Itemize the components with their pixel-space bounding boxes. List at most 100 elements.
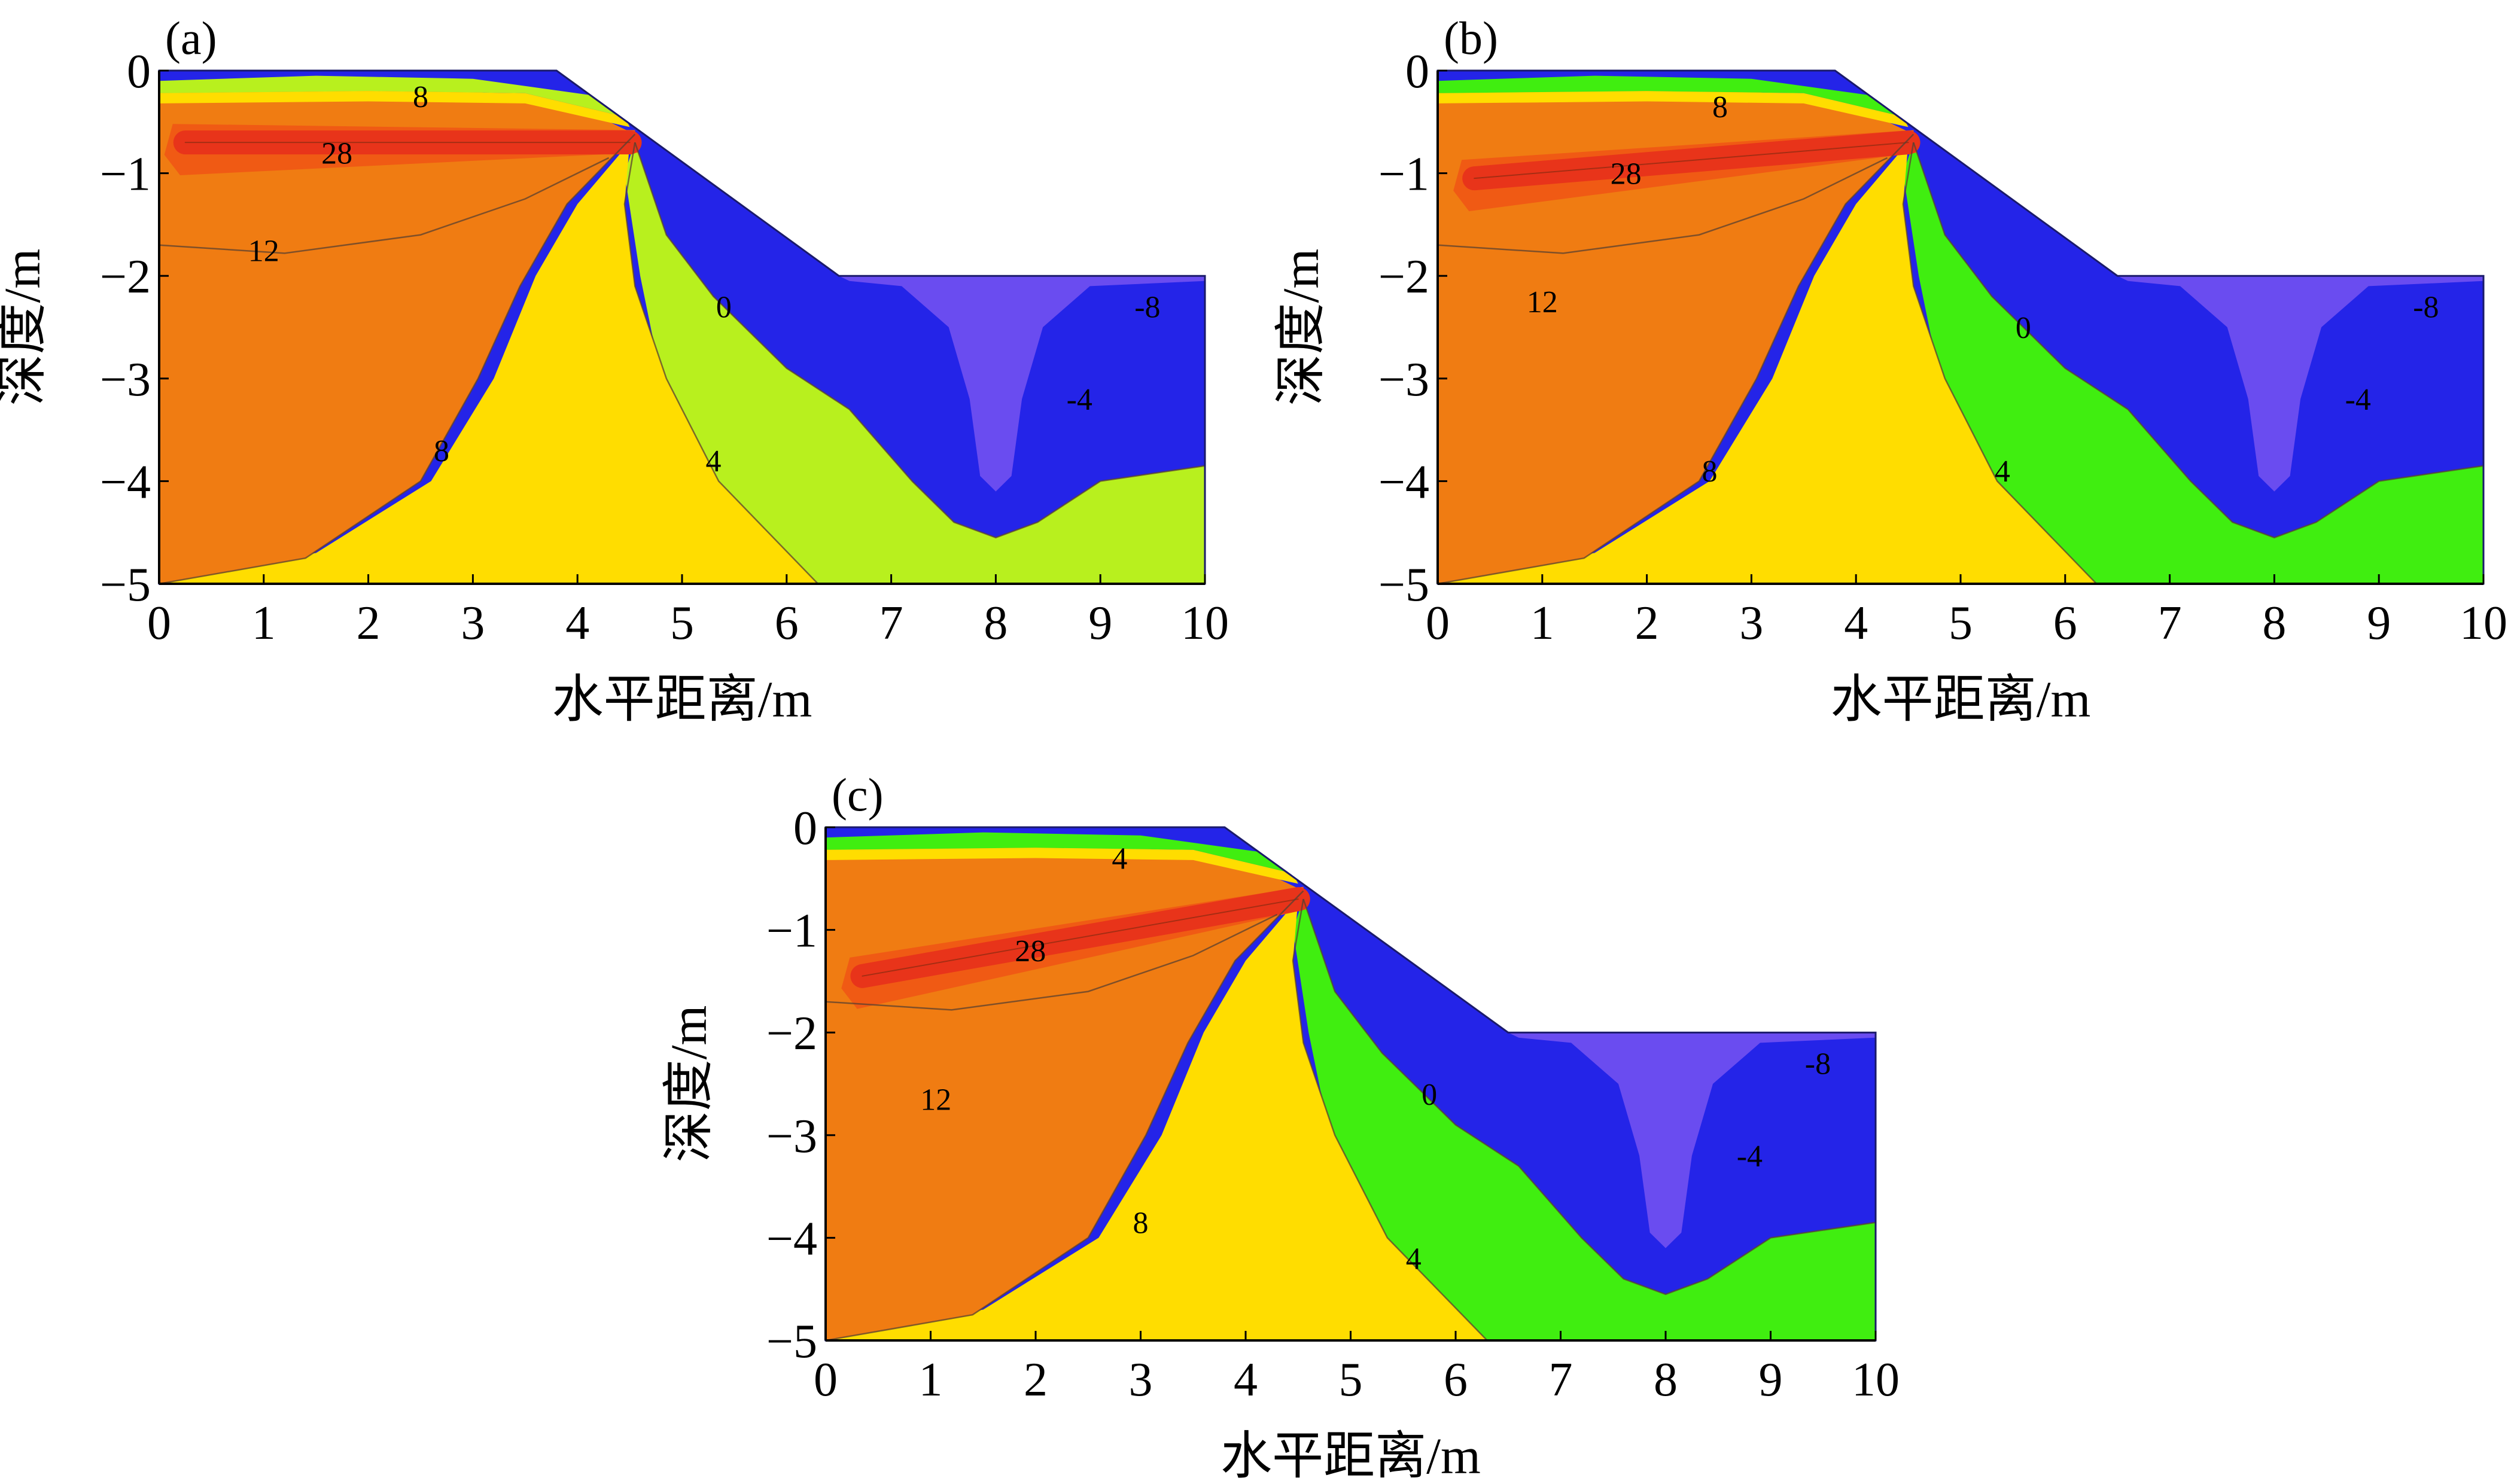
contour-label: 28: [1611, 157, 1642, 191]
contour-label: 28: [1015, 934, 1046, 968]
x-tick-label: 4: [1234, 1354, 1258, 1406]
axes: 0 1 2 3 4 5 6 7 8 9 100−1−2−3−4−5: [1378, 45, 2507, 650]
x-tick-label: 0: [814, 1354, 838, 1406]
axes: 0 1 2 3 4 5 6 7 8 9 100−1−2−3−4−5: [766, 802, 1900, 1406]
contour-line: [634, 142, 1205, 539]
x-axis-title: 水平距离/m: [1221, 1427, 1481, 1484]
contour-label: -4: [2345, 383, 2371, 417]
x-axis-title: 水平距离/m: [1831, 671, 2091, 728]
contour-label: -8: [1805, 1047, 1831, 1081]
x-tick-label: 5: [670, 597, 694, 650]
contour-line: [1913, 142, 2483, 539]
heat-pipe-outline: [1474, 142, 1909, 179]
x-tick-label: 0: [1426, 597, 1450, 650]
x-tick-label: 6: [775, 597, 799, 650]
y-axis-title: 深度/m: [660, 1005, 717, 1163]
x-tick-label: 3: [1739, 597, 1763, 650]
contour-line: [159, 157, 610, 254]
y-tick-label: −5: [100, 559, 151, 611]
contour-label: 0: [2016, 311, 2031, 345]
region-coldest: [2117, 276, 2483, 492]
region-surface-mild: [159, 91, 630, 127]
region-surface-cold: [1438, 71, 1877, 96]
contour-panel-a: 0 1 2 3 4 5 6 7 8 9 100−1−2−3−4−5水平距离/m深度/m(a)8281…: [0, 12, 1229, 728]
contour-line: [1438, 157, 1888, 254]
y-axis-title: 深度/m: [1272, 249, 1329, 406]
region-surface-cool: [1438, 75, 1903, 117]
x-tick-label: 6: [2053, 597, 2077, 650]
y-tick-label: −2: [100, 251, 151, 303]
y-tick-label: −1: [100, 148, 151, 201]
contour-line: [1438, 133, 1915, 584]
y-tick-label: −1: [1378, 148, 1429, 201]
x-tick-label: 7: [2158, 597, 2182, 650]
region-coldest: [839, 276, 1205, 492]
contour-label: 12: [920, 1083, 951, 1117]
contour-label: -4: [1067, 383, 1092, 417]
x-tick-label: 10: [1852, 1354, 1900, 1406]
y-tick-label: 0: [127, 45, 151, 98]
contour-label: 0: [1422, 1078, 1437, 1112]
region-surface-mild: [826, 848, 1298, 884]
y-tick-label: −4: [1378, 456, 1429, 508]
contour-label: -8: [2413, 291, 2439, 325]
y-tick-label: −2: [1378, 251, 1429, 303]
x-tick-label: 9: [1759, 1354, 1783, 1406]
region-cool: [1903, 142, 2483, 584]
contour-label: 8: [434, 434, 449, 468]
region-coldest: [1508, 1032, 1876, 1248]
contour-label: 8: [1702, 455, 1717, 489]
contour-label: -4: [1737, 1139, 1763, 1174]
y-tick-label: 0: [1405, 45, 1429, 98]
region-surface-mild: [1438, 91, 1909, 127]
x-tick-label: 2: [1635, 597, 1659, 650]
contour-label: 28: [321, 136, 352, 170]
region-warm: [159, 86, 635, 584]
axes: 0 1 2 3 4 5 6 7 8 9 100−1−2−3−4−5: [100, 45, 1229, 650]
y-tick-label: −3: [766, 1110, 817, 1163]
contour-line: [1292, 898, 1488, 1340]
x-tick-label: 10: [1181, 597, 1229, 650]
x-tick-label: 6: [1444, 1354, 1468, 1406]
region-cool: [624, 142, 1205, 584]
contour-label: 12: [1527, 285, 1558, 319]
x-tick-label: 9: [2367, 597, 2391, 650]
panel-label: (b): [1444, 12, 1498, 64]
x-tick-label: 3: [461, 597, 485, 650]
region-cool: [1293, 899, 1876, 1340]
contour-panel-b: 0 1 2 3 4 5 6 7 8 9 100−1−2−3−4−5水平距离/m深度/m(b)8281…: [1272, 12, 2507, 728]
y-tick-label: 0: [793, 802, 817, 855]
region-mild: [159, 142, 818, 584]
region-warm: [1438, 86, 1914, 584]
y-tick-label: −2: [766, 1007, 817, 1060]
y-tick-label: −4: [766, 1212, 817, 1265]
contour-line: [1902, 142, 2098, 584]
contour-label: 4: [1112, 842, 1127, 876]
region-mild: [826, 899, 1487, 1340]
temperature-field: [159, 71, 1205, 584]
contour-label: 12: [248, 234, 279, 268]
region-surface-cold: [826, 827, 1267, 853]
x-tick-label: 8: [984, 597, 1008, 650]
x-tick-label: 4: [565, 597, 589, 650]
y-tick-label: −1: [766, 905, 817, 958]
x-tick-label: 8: [1654, 1354, 1678, 1406]
contour-label: -8: [1134, 291, 1160, 325]
contour-line: [623, 142, 819, 584]
x-tick-label: 7: [879, 597, 903, 650]
x-tick-label: 2: [357, 597, 381, 650]
panel-label: (c): [832, 769, 884, 821]
x-tick-label: 1: [919, 1354, 943, 1406]
x-tick-label: 10: [2460, 597, 2507, 650]
contour-panel-c: 0 1 2 3 4 5 6 7 8 9 100−1−2−3−4−5水平距离/m深度/m(c)4281…: [660, 769, 1900, 1484]
y-tick-label: −5: [766, 1315, 817, 1368]
y-tick-label: −3: [1378, 354, 1429, 406]
contour-label: 8: [1133, 1206, 1149, 1241]
region-surface-cold: [159, 71, 599, 96]
x-tick-label: 5: [1339, 1354, 1363, 1406]
region-mild: [1438, 142, 2097, 584]
x-tick-label: 1: [252, 597, 276, 650]
y-tick-label: −3: [100, 354, 151, 406]
region-surface-cool: [159, 75, 625, 117]
